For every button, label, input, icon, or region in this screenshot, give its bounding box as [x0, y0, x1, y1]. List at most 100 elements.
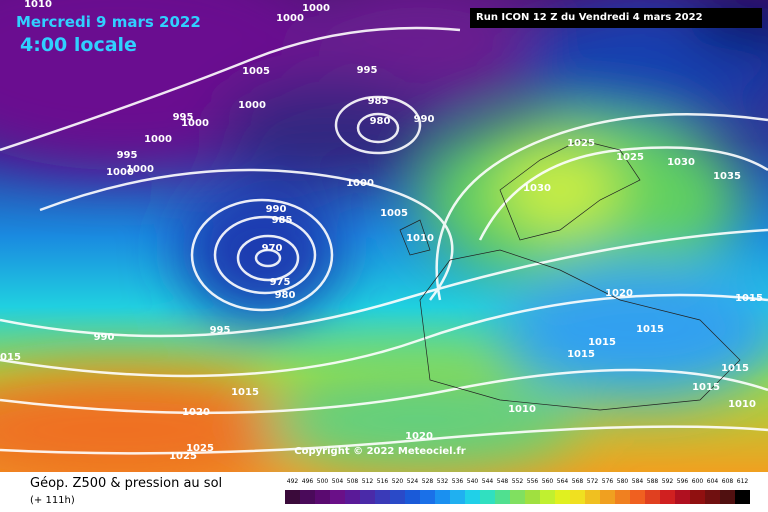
scale-swatch	[435, 490, 450, 504]
scale-swatch	[690, 490, 705, 504]
footer-title: Géop. Z500 & pression au sol	[30, 476, 223, 491]
isobar-label: 985	[272, 215, 293, 226]
scale-label: 504	[331, 478, 344, 485]
scale-swatch	[660, 490, 675, 504]
isobar-label: 1000	[181, 118, 209, 129]
isobar-label: 1015	[721, 363, 749, 374]
scale-label: 600	[691, 478, 704, 485]
run-label: Run ICON 12 Z du Vendredi 4 mars 2022	[470, 8, 762, 28]
scale-swatch	[645, 490, 660, 504]
isobar-label: 1010	[508, 404, 536, 415]
scale-swatch	[735, 490, 750, 504]
time: 4:00 locale	[20, 34, 137, 56]
scale-label: 608	[721, 478, 734, 485]
isobar-label: 1010	[728, 399, 756, 410]
isobar-label: 1010	[24, 0, 52, 10]
scale-swatch	[420, 490, 435, 504]
scale-swatch	[390, 490, 405, 504]
isobar-label: 1015	[636, 324, 664, 335]
scale-label: 544	[481, 478, 494, 485]
isobar-label: 1025	[169, 451, 197, 462]
scale-label: 584	[631, 478, 644, 485]
scale-label: 576	[601, 478, 614, 485]
isobar-label: 1025	[186, 443, 214, 454]
scale-label: 516	[376, 478, 389, 485]
scale-label: 532	[436, 478, 449, 485]
isobar-label: 990	[414, 114, 435, 125]
isobar-label: 975	[270, 277, 291, 288]
scale-swatch	[510, 490, 525, 504]
scale-label: 580	[616, 478, 629, 485]
scale-label: 548	[496, 478, 509, 485]
isobar-label: 1020	[605, 288, 633, 299]
scale-label: 592	[661, 478, 674, 485]
scale-swatch	[375, 490, 390, 504]
isobar-label: 1000	[106, 167, 134, 178]
isobar-label: 995	[210, 325, 231, 336]
isobar-label: 1030	[667, 157, 695, 168]
scale-swatch	[465, 490, 480, 504]
scale-swatch	[345, 490, 360, 504]
scale-swatch	[480, 490, 495, 504]
isobar-label: 1000	[346, 178, 374, 189]
scale-label: 568	[571, 478, 584, 485]
isobar-label: 1015	[0, 352, 21, 363]
isobar-label: 1000	[302, 3, 330, 14]
isobar-label: 980	[275, 290, 296, 301]
scale-label: 524	[406, 478, 419, 485]
isobar-label: 995	[173, 112, 194, 123]
scale-swatch	[450, 490, 465, 504]
scale-swatch	[405, 490, 420, 504]
scale-label: 540	[466, 478, 479, 485]
scale-label: 528	[421, 478, 434, 485]
scale-swatch	[330, 490, 345, 504]
scale-swatch	[525, 490, 540, 504]
scale-swatch	[315, 490, 330, 504]
scale-label: 612	[736, 478, 749, 485]
isobar-label: 1015	[692, 382, 720, 393]
scale-swatch	[600, 490, 615, 504]
isobar-label: 990	[266, 204, 287, 215]
scale-swatch	[300, 490, 315, 504]
scale-swatch	[540, 490, 555, 504]
footer-lead: (+ 111h)	[30, 495, 75, 506]
scale-swatch	[495, 490, 510, 504]
scale-label: 500	[316, 478, 329, 485]
isobar-label: 970	[262, 243, 283, 254]
scale-label: 536	[451, 478, 464, 485]
scale-swatch	[675, 490, 690, 504]
isobar-label: 1005	[380, 208, 408, 219]
isobar-label: 1030	[523, 183, 551, 194]
isobar-label: 1000	[126, 164, 154, 175]
isobar-label: 1000	[276, 13, 304, 24]
isobar-label: 1015	[231, 387, 259, 398]
isobar-label: 1015	[588, 337, 616, 348]
scale-label: 596	[676, 478, 689, 485]
scale-label: 564	[556, 478, 569, 485]
isobar-label: 985	[368, 96, 389, 107]
scale-swatch	[630, 490, 645, 504]
copyright: Copyright © 2022 Meteociel.fr	[294, 446, 465, 457]
scale-swatch	[705, 490, 720, 504]
isobar-label: 1025	[616, 152, 644, 163]
isobar-label: 995	[117, 150, 138, 161]
scale-label: 496	[301, 478, 314, 485]
scale-swatch	[360, 490, 375, 504]
scale-swatch	[555, 490, 570, 504]
isobar-label: 990	[94, 332, 115, 343]
scale-swatch	[285, 490, 300, 504]
scale-label: 560	[541, 478, 554, 485]
isobar-label: 1020	[405, 431, 433, 442]
isobar-label: 1025	[567, 138, 595, 149]
scale-label: 492	[286, 478, 299, 485]
scale-label: 508	[346, 478, 359, 485]
isobar-label: 1015	[567, 349, 595, 360]
scale-label: 520	[391, 478, 404, 485]
scale-swatch	[585, 490, 600, 504]
scale-label: 572	[586, 478, 599, 485]
scale-label: 512	[361, 478, 374, 485]
scale-label: 604	[706, 478, 719, 485]
isobar-label: 980	[370, 116, 391, 127]
